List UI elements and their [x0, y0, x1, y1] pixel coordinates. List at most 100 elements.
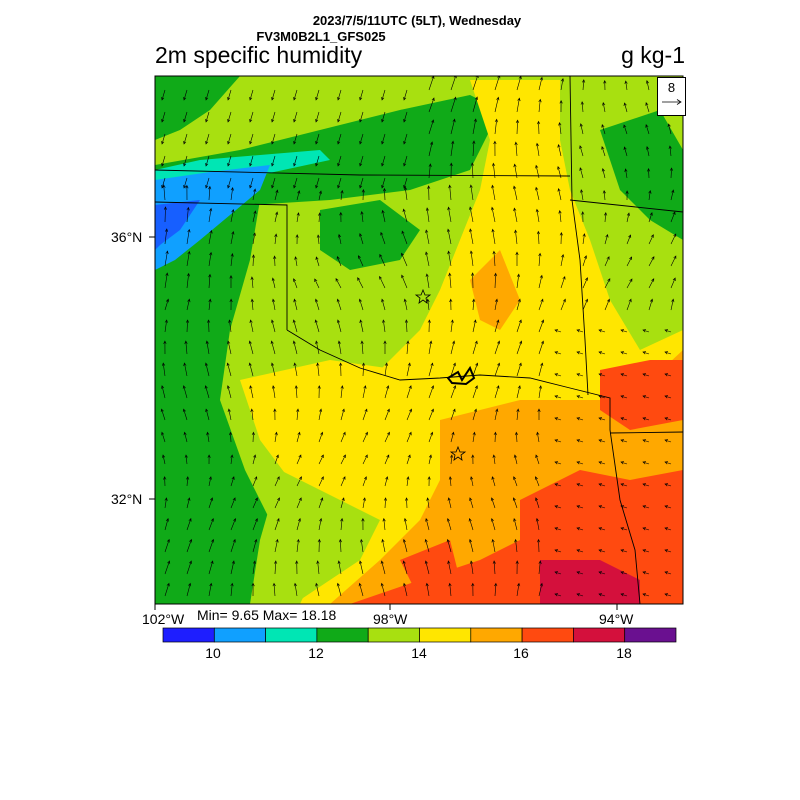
- wind-arrow: [494, 76, 501, 91]
- wind-arrow: [271, 155, 276, 167]
- wind-arrow: [576, 593, 584, 597]
- variable-title: 2m specific humidity: [155, 42, 363, 68]
- wind-arrow: [315, 340, 320, 355]
- wind-arrow: [293, 278, 298, 289]
- wind-arrow: [406, 476, 410, 487]
- wind-arrow: [620, 527, 628, 531]
- wind-arrow: [623, 102, 628, 113]
- wind-arrow: [538, 274, 543, 289]
- colorbar-swatch: [419, 627, 472, 643]
- wind-arrow: [208, 476, 212, 487]
- wind-arrow: [623, 124, 628, 135]
- wind-arrow: [598, 483, 606, 487]
- wind-arrow: [534, 476, 540, 487]
- wind-arrow: [446, 517, 452, 531]
- wind-arrow: [492, 162, 496, 179]
- wind-arrow: [494, 96, 500, 113]
- wind-arrow: [428, 119, 435, 135]
- wind-arrow: [205, 408, 210, 421]
- wind-arrow: [576, 549, 584, 553]
- wind-arrow: [626, 256, 633, 267]
- wind-arrow: [340, 385, 344, 399]
- wind-arrow: [384, 476, 389, 487]
- wind-arrow: [359, 89, 364, 101]
- wind-arrow: [516, 362, 522, 377]
- wind-arrow: [664, 505, 672, 509]
- wind-arrow: [554, 417, 562, 421]
- wind-arrow: [554, 549, 562, 553]
- wind-arrow: [318, 212, 322, 223]
- wind-arrow: [557, 144, 562, 157]
- wind-arrow: [472, 140, 476, 157]
- wind-arrow: [494, 298, 499, 311]
- colorbar-label-12: 12: [308, 645, 324, 661]
- wind-arrow: [314, 278, 320, 289]
- wind-arrow: [537, 538, 541, 553]
- wind-arrow: [469, 250, 474, 267]
- wind-arrow: [579, 123, 584, 135]
- wind-arrow: [230, 497, 236, 509]
- wind-arrow: [648, 212, 653, 223]
- wind-arrow: [516, 319, 522, 333]
- wind-arrow: [642, 329, 650, 333]
- wind-arrow: [536, 230, 541, 245]
- wind-arrow: [381, 155, 386, 167]
- wind-arrow: [208, 298, 212, 311]
- wind-arrow: [296, 497, 302, 509]
- wind-arrow: [642, 571, 650, 575]
- run-date-title: 2023/7/5/11UTC (5LT), Wednesday: [312, 13, 522, 28]
- wind-arrow: [401, 230, 408, 245]
- wind-arrow: [274, 431, 278, 443]
- wind-arrow: [670, 233, 677, 245]
- wind-arrow: [293, 155, 298, 167]
- wind-arrow: [472, 298, 476, 311]
- wind-arrow: [598, 571, 606, 575]
- wind-arrow: [230, 187, 234, 201]
- wind-arrow: [163, 476, 167, 487]
- wind-arrow: [271, 362, 276, 377]
- wind-arrow: [625, 190, 629, 201]
- wind-arrow: [162, 454, 166, 465]
- wind-arrow: [362, 431, 368, 443]
- wind-arrow: [271, 111, 276, 123]
- wind-arrow: [554, 527, 562, 531]
- wind-arrow: [230, 454, 234, 465]
- wind-arrow: [381, 111, 386, 123]
- wind-arrow: [668, 145, 672, 157]
- colorbar-label-10: 10: [205, 645, 221, 661]
- wind-arrow: [404, 319, 409, 333]
- wind-arrow: [230, 209, 235, 223]
- wind-arrow: [490, 517, 496, 531]
- wind-arrow: [428, 141, 434, 157]
- wind-arrow: [296, 408, 300, 421]
- wind-arrow: [383, 340, 387, 354]
- wind-arrow: [228, 319, 232, 333]
- wind-arrow: [557, 188, 562, 201]
- wind-arrow: [648, 278, 655, 289]
- wind-arrow: [626, 234, 632, 245]
- wind-arrow: [164, 319, 168, 333]
- wind-arrow: [642, 417, 650, 421]
- wind-arrow: [361, 362, 366, 377]
- wind-arrow: [620, 417, 628, 421]
- wind-arrow: [450, 431, 455, 443]
- wind-arrow: [296, 476, 302, 487]
- wind-arrow: [164, 250, 169, 267]
- wind-arrow: [360, 340, 364, 355]
- wind-arrow: [406, 340, 410, 355]
- wind-arrow: [576, 483, 584, 487]
- wind-arrow: [182, 408, 188, 421]
- wind-arrow: [450, 96, 457, 113]
- wind-arrow: [598, 373, 606, 377]
- wind-arrow: [472, 76, 479, 91]
- wind-arrow: [448, 476, 452, 487]
- wind-arrow: [620, 329, 628, 333]
- wind-arrow: [227, 408, 232, 421]
- wind-arrow: [579, 145, 584, 157]
- wind-arrow: [205, 111, 210, 123]
- wind-arrow: [359, 233, 364, 245]
- wind-arrow: [274, 454, 279, 465]
- wind-arrow: [424, 560, 430, 575]
- wind-arrow: [557, 166, 562, 179]
